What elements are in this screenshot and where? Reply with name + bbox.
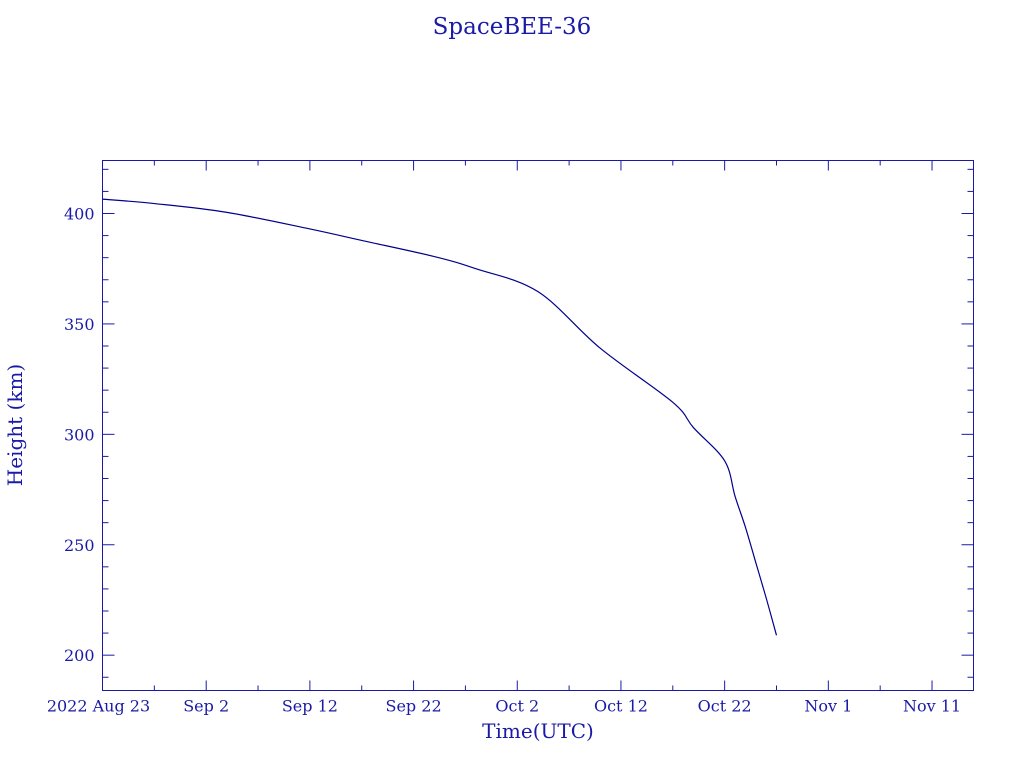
- y-tick-label: 350: [64, 315, 95, 334]
- x-tick-label: Oct 12: [594, 697, 648, 716]
- y-tick-label: 400: [64, 205, 95, 224]
- y-axis-label: Height (km): [3, 364, 27, 486]
- x-tick-label: Nov 11: [903, 697, 961, 716]
- plot-frame: [102, 160, 974, 691]
- x-tick-label: Sep 2: [183, 697, 229, 716]
- x-tick-label: Oct 2: [495, 697, 539, 716]
- x-tick-label: Sep 12: [282, 697, 338, 716]
- x-tick-label: 2022 Aug 23: [47, 697, 150, 716]
- series-line: [102, 198, 778, 636]
- y-tick-label: 300: [64, 425, 95, 444]
- x-tick-label: Oct 22: [698, 697, 752, 716]
- x-tick-label: Nov 1: [804, 697, 852, 716]
- chart-title: SpaceBEE-36: [432, 14, 592, 40]
- y-tick-label: 250: [64, 536, 95, 555]
- x-axis-label: Time(UTC): [482, 719, 594, 743]
- y-tick-label: 200: [64, 646, 95, 665]
- x-tick-label: Sep 22: [386, 697, 442, 716]
